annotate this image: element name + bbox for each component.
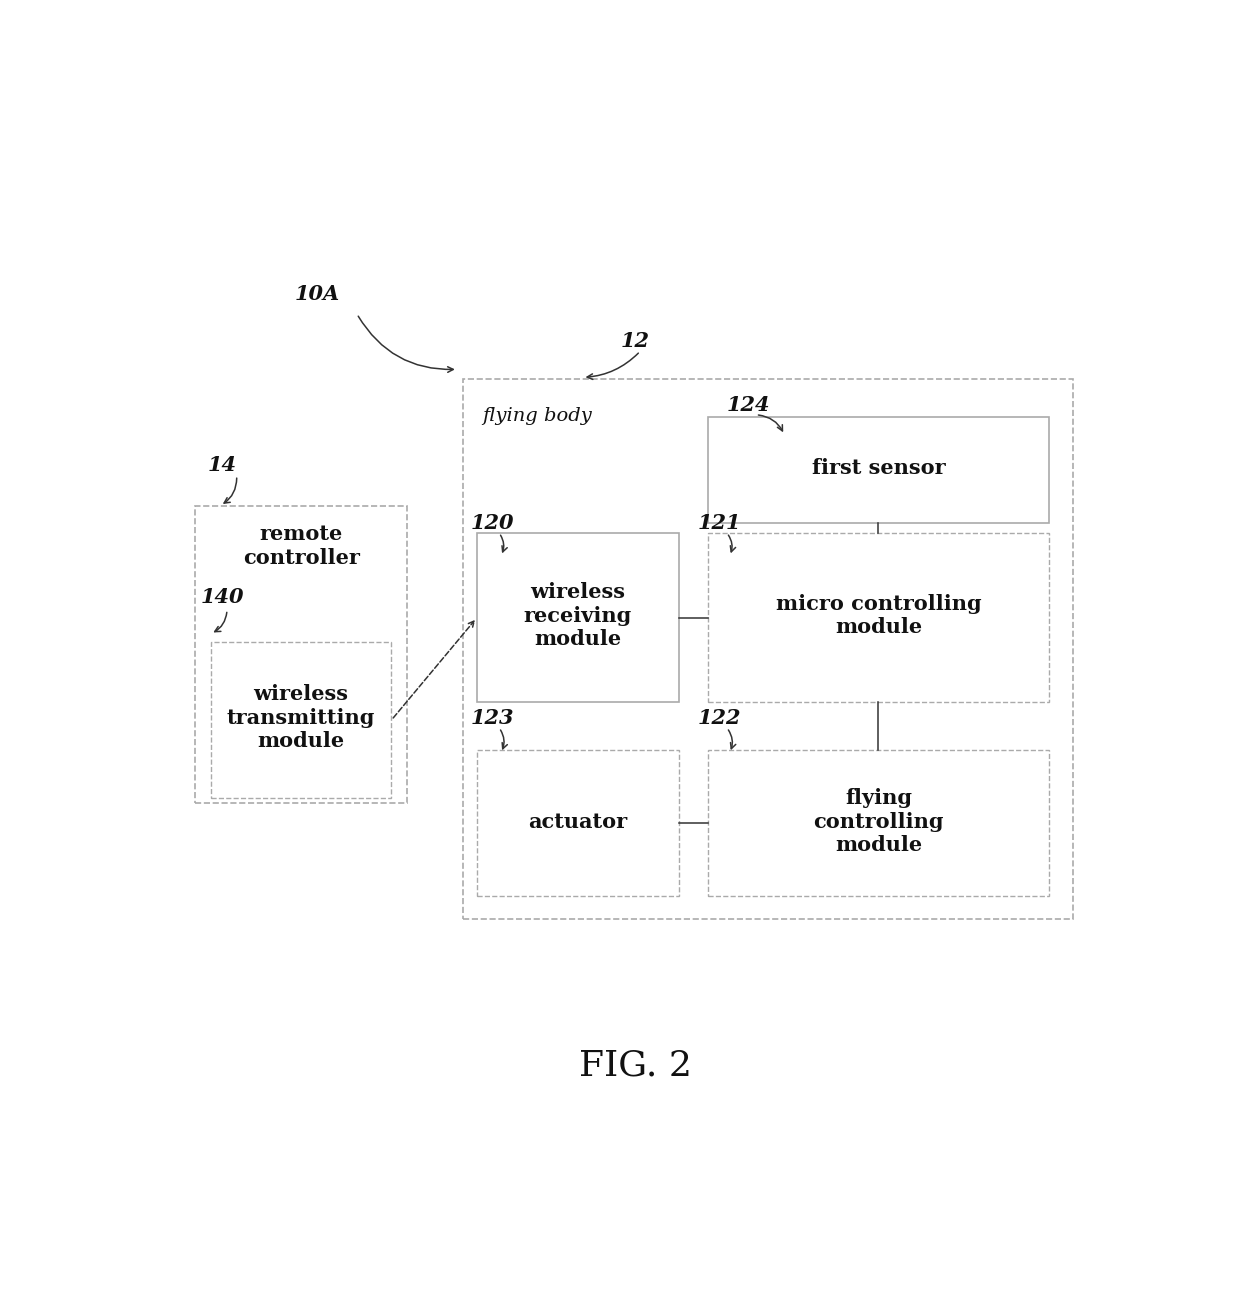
Text: flying
controlling
module: flying controlling module xyxy=(813,788,944,855)
Bar xyxy=(463,379,1073,919)
Text: FIG. 2: FIG. 2 xyxy=(579,1049,692,1083)
Text: wireless
transmitting
module: wireless transmitting module xyxy=(227,684,376,751)
Text: 120: 120 xyxy=(470,513,513,532)
Text: 122: 122 xyxy=(698,708,742,728)
Text: 12: 12 xyxy=(621,332,650,351)
Text: 123: 123 xyxy=(470,708,513,728)
Text: micro controlling
module: micro controlling module xyxy=(776,594,981,637)
Bar xyxy=(708,532,1049,703)
Text: 140: 140 xyxy=(201,586,244,607)
Text: flying body: flying body xyxy=(481,406,591,425)
Text: actuator: actuator xyxy=(528,812,627,831)
Bar xyxy=(477,532,678,703)
Text: 124: 124 xyxy=(727,395,770,414)
Text: wireless
receiving
module: wireless receiving module xyxy=(523,582,632,649)
Text: first sensor: first sensor xyxy=(812,459,945,479)
Text: remote
controller: remote controller xyxy=(243,524,360,568)
Bar xyxy=(477,750,678,897)
Bar xyxy=(196,506,407,804)
Bar xyxy=(708,417,1049,523)
Bar xyxy=(211,642,392,798)
Text: 14: 14 xyxy=(208,455,237,476)
Text: 121: 121 xyxy=(698,513,742,532)
Text: 10A: 10A xyxy=(294,283,340,304)
Bar xyxy=(708,750,1049,897)
